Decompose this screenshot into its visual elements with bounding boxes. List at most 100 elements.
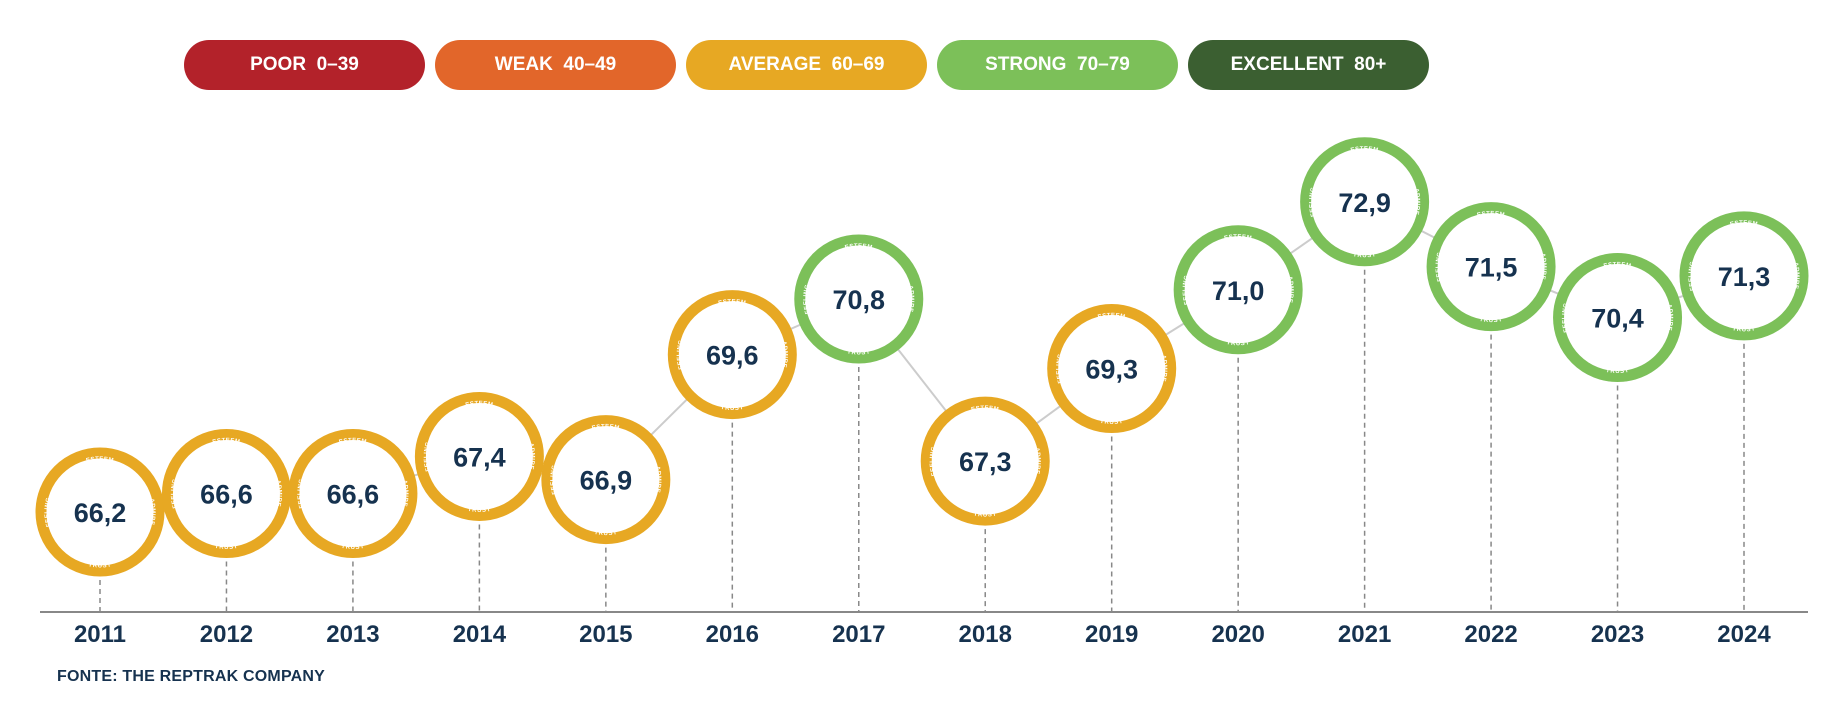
point-ring — [1679, 211, 1809, 341]
ring-label-right: ADMIRE — [1792, 262, 1800, 290]
data-point: ESTEEM TRUST FEELING ADMIRE 66,9 — [541, 415, 671, 545]
ring-label-bottom: TRUST — [88, 562, 112, 569]
ring-label-left: FEELING — [1056, 353, 1064, 384]
legend-average: AVERAGE 60–69 — [686, 40, 927, 90]
ring-label-bottom: TRUST — [1479, 317, 1503, 324]
value-label: 66,6 — [200, 479, 253, 509]
ring-label-bottom: TRUST — [214, 543, 238, 550]
x-tick-label: 2021 — [1338, 621, 1391, 648]
x-tick-label: 2018 — [959, 621, 1012, 648]
value-label: 69,3 — [1085, 354, 1138, 384]
ring-label-bottom: TRUST — [973, 511, 997, 518]
legend-excellent: EXCELLENT 80+ — [1188, 40, 1429, 90]
legend-weak: WEAK 40–49 — [435, 40, 676, 90]
x-tick-label: 2016 — [706, 621, 759, 648]
ring-label-bottom: TRUST — [341, 543, 365, 550]
data-point: ESTEEM TRUST FEELING ADMIRE 66,6 — [288, 428, 418, 558]
x-tick-label: 2013 — [326, 621, 379, 648]
value-label: 70,8 — [832, 285, 885, 315]
legend-strong-range: 70–79 — [1077, 54, 1130, 75]
ring-label-top: ESTEEM — [1729, 220, 1758, 228]
data-points: ESTEEM TRUST FEELING ADMIRE 66,2 ESTEEM TRUST F… — [35, 137, 1809, 577]
x-tick-label: 2022 — [1464, 621, 1517, 648]
value-label: 66,9 — [580, 466, 633, 496]
ring-label-top: ESTEEM — [1477, 211, 1506, 219]
point-ring — [161, 428, 291, 558]
ring-label-left: FEELING — [171, 478, 179, 509]
x-tick-label: 2012 — [200, 621, 253, 648]
data-point: ESTEEM TRUST FEELING ADMIRE 67,4 — [414, 391, 544, 521]
ring-label-top: ESTEEM — [85, 456, 114, 464]
ring-label-left: FEELING — [550, 464, 558, 495]
x-tick-label: 2011 — [74, 621, 126, 648]
legend-average-range: 60–69 — [831, 54, 885, 75]
point-ring — [541, 415, 671, 545]
ring-label-top: ESTEEM — [465, 400, 494, 408]
data-point: ESTEEM TRUST FEELING ADMIRE 71,0 — [1173, 225, 1303, 355]
value-label: 70,4 — [1591, 304, 1644, 334]
ring-label-bottom: TRUST — [1226, 340, 1250, 347]
data-point: ESTEEM TRUST FEELING ADMIRE 69,3 — [1047, 303, 1177, 433]
x-tick-label: 2014 — [453, 621, 507, 648]
value-label: 67,3 — [959, 447, 1012, 477]
value-label: 72,9 — [1338, 188, 1391, 218]
x-tick-labels: 2011 2012 2013 2014 2015 2016 2017 2018 2019 2020… — [74, 621, 1771, 648]
source-note: FONTE: THE REPTRAK COMPANY — [57, 668, 326, 685]
ring-label-bottom: TRUST — [1605, 367, 1629, 374]
ring-label-left: FEELING — [1688, 260, 1696, 291]
x-tick-label: 2017 — [832, 621, 885, 648]
ring-label-right: ADMIRE — [907, 285, 915, 313]
ring-label-left: FEELING — [1309, 186, 1317, 217]
x-tick-label: 2020 — [1211, 621, 1264, 648]
data-point: ESTEEM TRUST FEELING ADMIRE 70,4 — [1553, 253, 1683, 383]
ring-label-bottom: TRUST — [1353, 252, 1377, 259]
ring-label-left: FEELING — [1562, 302, 1570, 333]
ring-label-right: ADMIRE — [1539, 253, 1547, 281]
ring-label-left: FEELING — [423, 441, 431, 472]
ring-label-bottom: TRUST — [847, 349, 871, 356]
data-point: ESTEEM TRUST FEELING ADMIRE 71,5 — [1426, 202, 1556, 332]
ring-label-top: ESTEEM — [591, 424, 620, 432]
data-point: ESTEEM TRUST FEELING ADMIRE 67,3 — [920, 396, 1050, 526]
ring-label-bottom: TRUST — [720, 404, 744, 411]
ring-label-bottom: TRUST — [1732, 326, 1756, 333]
ring-label-left: FEELING — [929, 446, 937, 477]
ring-label-right: ADMIRE — [781, 341, 789, 369]
legend-poor-label: POOR — [250, 54, 307, 75]
point-ring — [1173, 225, 1303, 355]
ring-label-right: ADMIRE — [1160, 354, 1168, 382]
legend-strong-label: STRONG — [985, 54, 1067, 75]
ring-label-bottom: TRUST — [594, 530, 618, 537]
ring-label-left: FEELING — [1182, 274, 1190, 305]
ring-label-left: FEELING — [44, 497, 52, 528]
ring-label-bottom: TRUST — [1100, 418, 1124, 425]
ring-label-right: ADMIRE — [401, 479, 409, 507]
ring-label-right: ADMIRE — [528, 442, 536, 470]
point-ring — [288, 428, 418, 558]
ring-label-right: ADMIRE — [1666, 304, 1674, 332]
point-ring — [1300, 137, 1430, 267]
legend: POOR 0–39 WEAK 40–49 AVERAGE 60–69 STRON… — [184, 40, 1429, 90]
value-label: 66,2 — [74, 498, 127, 528]
legend-average-label: AVERAGE — [728, 54, 822, 75]
value-label: 71,5 — [1465, 253, 1518, 283]
x-tick-label: 2015 — [579, 621, 632, 648]
ring-label-top: ESTEEM — [1224, 234, 1253, 242]
point-ring — [1553, 253, 1683, 383]
legend-weak-label: WEAK — [494, 54, 553, 75]
data-point: ESTEEM TRUST FEELING ADMIRE 66,6 — [161, 428, 291, 558]
x-tick-label: 2024 — [1717, 621, 1771, 648]
point-ring — [667, 290, 797, 420]
value-label: 67,4 — [453, 442, 506, 472]
ring-label-left: FEELING — [297, 478, 305, 509]
legend-excellent-range: 80+ — [1354, 54, 1387, 75]
ring-label-left: FEELING — [803, 284, 811, 315]
point-ring — [794, 234, 924, 364]
ring-label-right: ADMIRE — [1034, 447, 1042, 475]
value-label: 71,0 — [1212, 276, 1265, 306]
stems — [99, 260, 1745, 612]
x-tick-label: 2023 — [1591, 621, 1644, 648]
point-ring — [414, 391, 544, 521]
point-ring — [920, 396, 1050, 526]
